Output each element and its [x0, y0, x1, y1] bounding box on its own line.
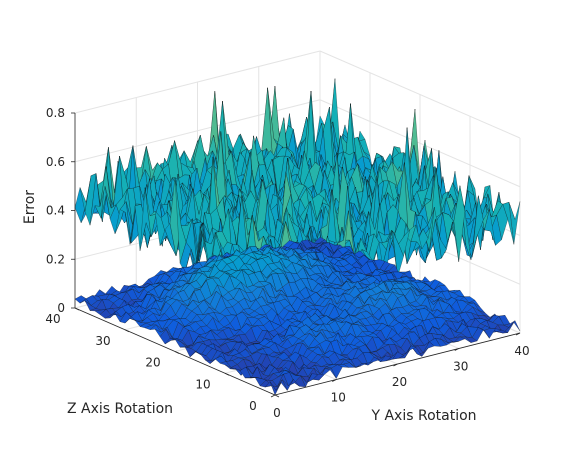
x-tick-mark [270, 394, 276, 398]
lower-error-surface [74, 236, 521, 396]
z-tick-label: 0 [57, 301, 65, 315]
z-tick-label: 0.4 [46, 204, 65, 218]
surfaces [74, 78, 521, 396]
y-tick-label: 0 [249, 399, 257, 413]
wall-grid-line [74, 50, 321, 114]
x-tick-label: 10 [331, 391, 346, 405]
z-tick-label: 0.2 [46, 252, 65, 266]
y-tick-label: 30 [95, 334, 110, 348]
wall-grid-line [74, 99, 321, 163]
x-tick-label: 20 [392, 375, 407, 389]
y-tick-label: 20 [145, 356, 160, 370]
wall-grid-line [319, 99, 521, 188]
z-tick-label: 0.6 [46, 155, 65, 169]
x-axis-label: Y Axis Rotation [370, 408, 476, 424]
z-tick-label: 0.8 [46, 106, 65, 120]
y-tick-mark [274, 394, 280, 398]
y-axis-label: Z Axis Rotation [67, 401, 173, 417]
surface-cell [74, 295, 87, 304]
x-tick-label: 0 [273, 406, 281, 420]
x-tick-label: 30 [453, 360, 468, 374]
z-axis-label: Error [22, 190, 38, 224]
x-tick-label: 40 [514, 344, 529, 358]
y-tick-label: 10 [195, 377, 210, 391]
upper-error-surface [74, 78, 521, 307]
wall-grid-line [319, 50, 521, 139]
